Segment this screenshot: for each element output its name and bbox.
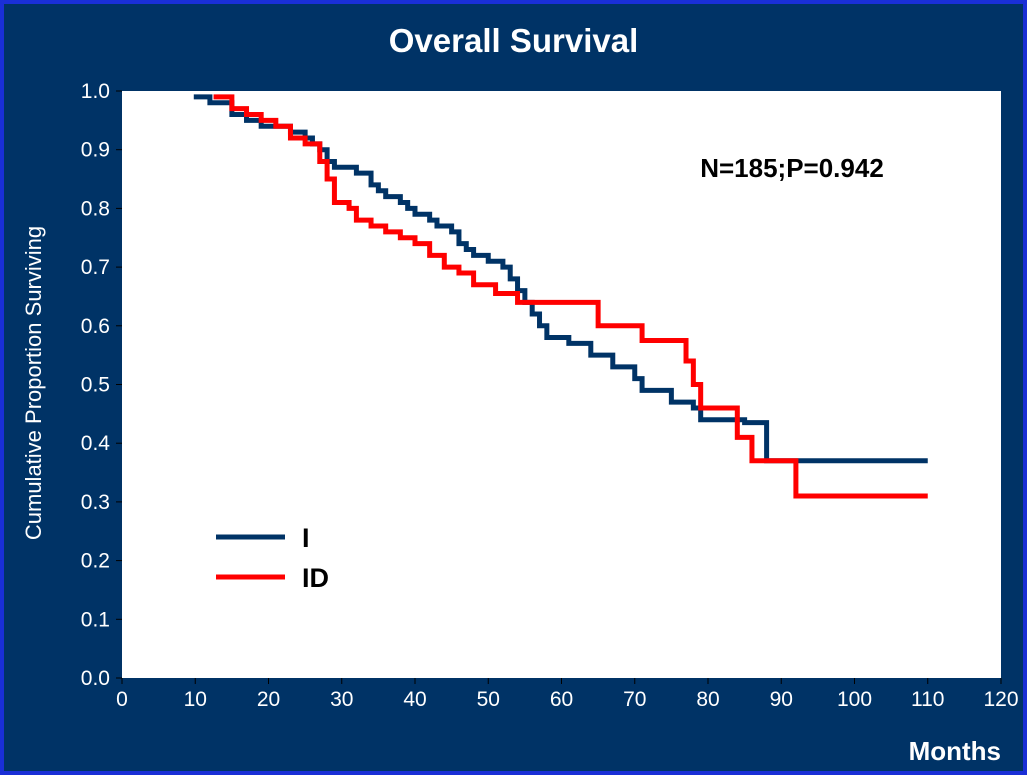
x-tick-label: 90 bbox=[770, 688, 793, 711]
x-tick-label: 70 bbox=[623, 688, 646, 711]
x-axis-label: Months bbox=[909, 736, 1001, 766]
x-tick-label: 40 bbox=[403, 688, 426, 711]
x-tick-label: 60 bbox=[550, 688, 573, 711]
y-tick-label: 0.7 bbox=[81, 256, 110, 279]
y-tick-label: 0.9 bbox=[81, 139, 110, 162]
x-tick-label: 0 bbox=[116, 688, 128, 711]
y-tick-label: 1.0 bbox=[81, 80, 110, 103]
x-tick-label: 30 bbox=[330, 688, 353, 711]
legend: I ID bbox=[216, 523, 329, 593]
x-tick-label: 80 bbox=[696, 688, 719, 711]
y-tick-label: 0.2 bbox=[81, 550, 110, 573]
chart-title: Overall Survival bbox=[388, 22, 639, 59]
x-tick-label: 120 bbox=[983, 688, 1018, 711]
x-tick-label: 20 bbox=[257, 688, 280, 711]
y-axis-label: Cumulative Proportion Surviving bbox=[21, 226, 46, 540]
y-tick-label: 0.6 bbox=[81, 315, 110, 338]
legend-label-i: I bbox=[302, 523, 310, 553]
x-tick-label: 10 bbox=[184, 688, 207, 711]
y-tick-label: 0.4 bbox=[81, 432, 111, 455]
x-axis: 0 10 20 30 40 50 60 70 80 90 100 110 120 bbox=[116, 678, 1019, 711]
y-tick-label: 0.8 bbox=[81, 197, 110, 220]
x-tick-label: 50 bbox=[477, 688, 500, 711]
x-tick-label: 110 bbox=[911, 688, 944, 711]
y-tick-label: 0.0 bbox=[81, 667, 110, 690]
stats-annotation: N=185;P=0.942 bbox=[700, 153, 884, 183]
y-tick-label: 0.5 bbox=[81, 374, 110, 397]
plot-area bbox=[122, 91, 1001, 678]
y-tick-label: 0.3 bbox=[81, 491, 110, 514]
series-layer bbox=[193, 94, 928, 499]
x-tick-label: 100 bbox=[837, 688, 872, 711]
legend-label-id: ID bbox=[302, 563, 329, 593]
y-axis: 0.0 0.1 0.2 0.3 0.4 0.5 0.6 0.7 0.8 0.9 1.0 bbox=[81, 80, 122, 690]
y-tick-label: 0.1 bbox=[81, 608, 110, 631]
series-line-id bbox=[213, 94, 928, 499]
